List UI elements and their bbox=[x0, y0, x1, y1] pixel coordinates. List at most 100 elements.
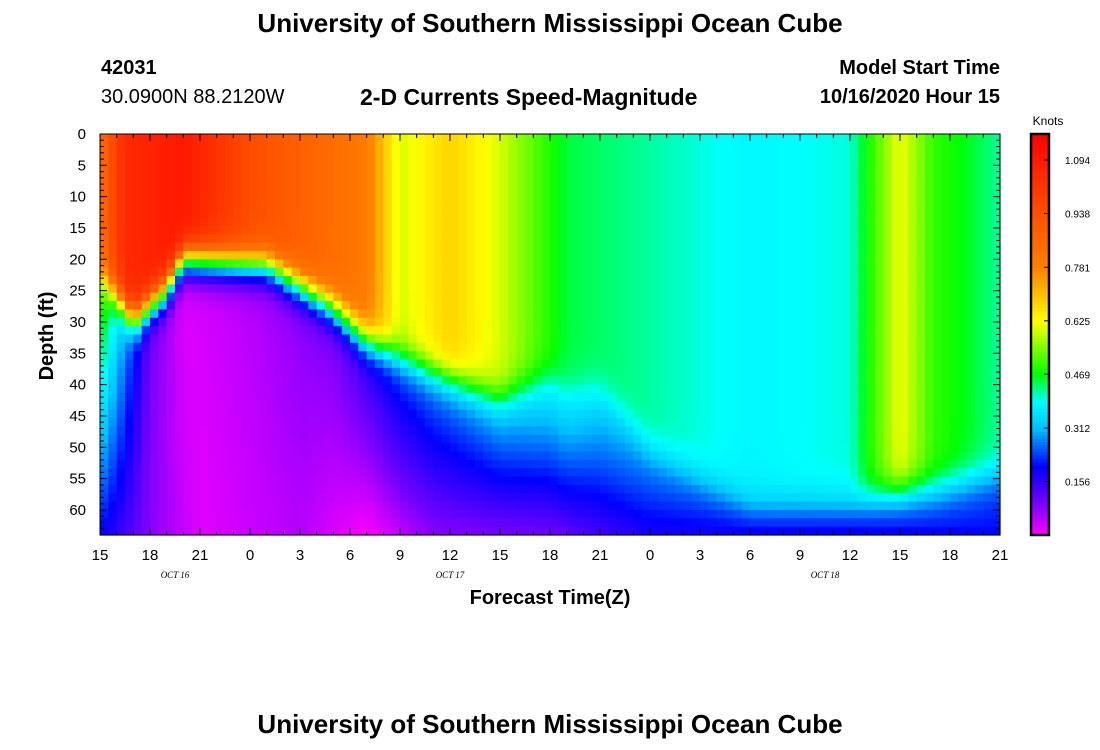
heatmap-cell bbox=[175, 518, 184, 528]
heatmap-cell bbox=[733, 175, 743, 185]
heatmap-cell bbox=[816, 284, 826, 294]
heatmap-cell bbox=[475, 326, 484, 336]
heatmap-cell bbox=[166, 501, 176, 511]
heatmap-cell bbox=[258, 209, 268, 219]
heatmap-cell bbox=[625, 267, 634, 277]
heatmap-cell bbox=[233, 134, 243, 143]
heatmap-cell bbox=[433, 392, 443, 402]
heatmap-cell bbox=[608, 334, 618, 344]
heatmap-cell bbox=[608, 317, 618, 327]
heatmap-cell bbox=[916, 342, 926, 352]
heatmap-cell bbox=[483, 250, 493, 260]
heatmap-cell bbox=[475, 184, 484, 194]
heatmap-cell bbox=[641, 468, 651, 478]
heatmap-cell bbox=[625, 367, 634, 377]
heatmap-cell bbox=[250, 501, 259, 511]
heatmap-cell bbox=[800, 326, 809, 336]
heatmap-cell bbox=[333, 142, 343, 152]
heatmap-cell bbox=[916, 175, 926, 185]
heatmap-cell bbox=[825, 443, 834, 453]
heatmap-cell bbox=[100, 434, 109, 444]
heatmap-cell bbox=[400, 242, 409, 252]
heatmap-cell bbox=[891, 334, 901, 344]
heatmap-cell bbox=[708, 359, 718, 369]
heatmap-cell bbox=[508, 493, 518, 503]
heatmap-cell bbox=[250, 434, 259, 444]
heatmap-cell bbox=[416, 468, 426, 478]
heatmap-cell bbox=[241, 276, 251, 285]
heatmap-cell bbox=[350, 250, 359, 260]
heatmap-cell bbox=[550, 493, 559, 503]
heatmap-cell bbox=[116, 518, 126, 528]
heatmap-cell bbox=[700, 200, 709, 210]
heatmap-cell bbox=[758, 468, 768, 478]
heatmap-cell bbox=[458, 418, 468, 427]
heatmap-cell bbox=[841, 451, 851, 461]
heatmap-cell bbox=[500, 301, 509, 311]
heatmap-cell bbox=[508, 434, 518, 444]
heatmap-cell bbox=[916, 234, 926, 244]
heatmap-cell bbox=[875, 334, 884, 344]
heatmap-cell bbox=[200, 142, 209, 152]
heatmap-cell bbox=[300, 267, 309, 277]
heatmap-cell bbox=[633, 192, 643, 202]
heatmap-cell bbox=[625, 351, 634, 361]
heatmap-cell bbox=[675, 443, 684, 453]
heatmap-cell bbox=[125, 159, 134, 169]
heatmap-cell bbox=[150, 326, 159, 336]
heatmap-cell bbox=[383, 276, 393, 285]
heatmap-cell bbox=[175, 292, 184, 302]
heatmap-cell bbox=[200, 225, 209, 235]
heatmap-cell bbox=[308, 459, 318, 469]
heatmap-cell bbox=[150, 367, 159, 377]
heatmap-cell bbox=[816, 259, 826, 269]
heatmap-cell bbox=[400, 476, 409, 486]
heatmap-cell bbox=[716, 317, 726, 327]
heatmap-cell bbox=[783, 284, 793, 294]
heatmap-cell bbox=[800, 242, 809, 252]
heatmap-cell bbox=[525, 150, 534, 160]
heatmap-cell bbox=[866, 359, 876, 369]
heatmap-cell bbox=[225, 426, 234, 436]
heatmap-cell bbox=[750, 284, 759, 294]
heatmap-cell bbox=[433, 484, 443, 494]
heatmap-cell bbox=[241, 459, 251, 469]
heatmap-cell bbox=[275, 225, 284, 235]
heatmap-cell bbox=[141, 184, 151, 194]
heatmap-cell bbox=[625, 250, 634, 260]
heatmap-cell bbox=[758, 309, 768, 319]
heatmap-cell bbox=[775, 418, 784, 427]
heatmap-cell bbox=[491, 518, 501, 528]
heatmap-cell bbox=[633, 134, 643, 143]
heatmap-cell bbox=[708, 276, 718, 285]
heatmap-cell bbox=[158, 401, 168, 411]
heatmap-cell bbox=[725, 134, 734, 143]
heatmap-cell bbox=[483, 317, 493, 327]
heatmap-cell bbox=[741, 276, 751, 285]
heatmap-cell bbox=[491, 259, 501, 269]
heatmap-cell bbox=[516, 484, 526, 494]
heatmap-cell bbox=[216, 259, 226, 269]
heatmap-cell bbox=[191, 184, 201, 194]
heatmap-cell bbox=[850, 392, 859, 402]
heatmap-cell bbox=[641, 376, 651, 386]
heatmap-cell bbox=[816, 359, 826, 369]
heatmap-cell bbox=[925, 342, 934, 352]
heatmap-cell bbox=[716, 476, 726, 486]
heatmap-cell bbox=[958, 434, 968, 444]
heatmap-cell bbox=[591, 501, 601, 511]
heatmap-cell bbox=[775, 351, 784, 361]
heatmap-cell bbox=[575, 167, 584, 177]
heatmap-cell bbox=[750, 493, 759, 503]
heatmap-cell bbox=[266, 326, 276, 336]
heatmap-cell bbox=[758, 359, 768, 369]
heatmap-cell bbox=[858, 317, 868, 327]
heatmap-cell bbox=[800, 167, 809, 177]
heatmap-cell bbox=[358, 476, 368, 486]
heatmap-cell bbox=[266, 159, 276, 169]
heatmap-cell bbox=[958, 518, 968, 528]
heatmap-cell bbox=[341, 376, 351, 386]
heatmap-cell bbox=[633, 234, 643, 244]
heatmap-cell bbox=[408, 225, 418, 235]
heatmap-cell bbox=[750, 326, 759, 336]
